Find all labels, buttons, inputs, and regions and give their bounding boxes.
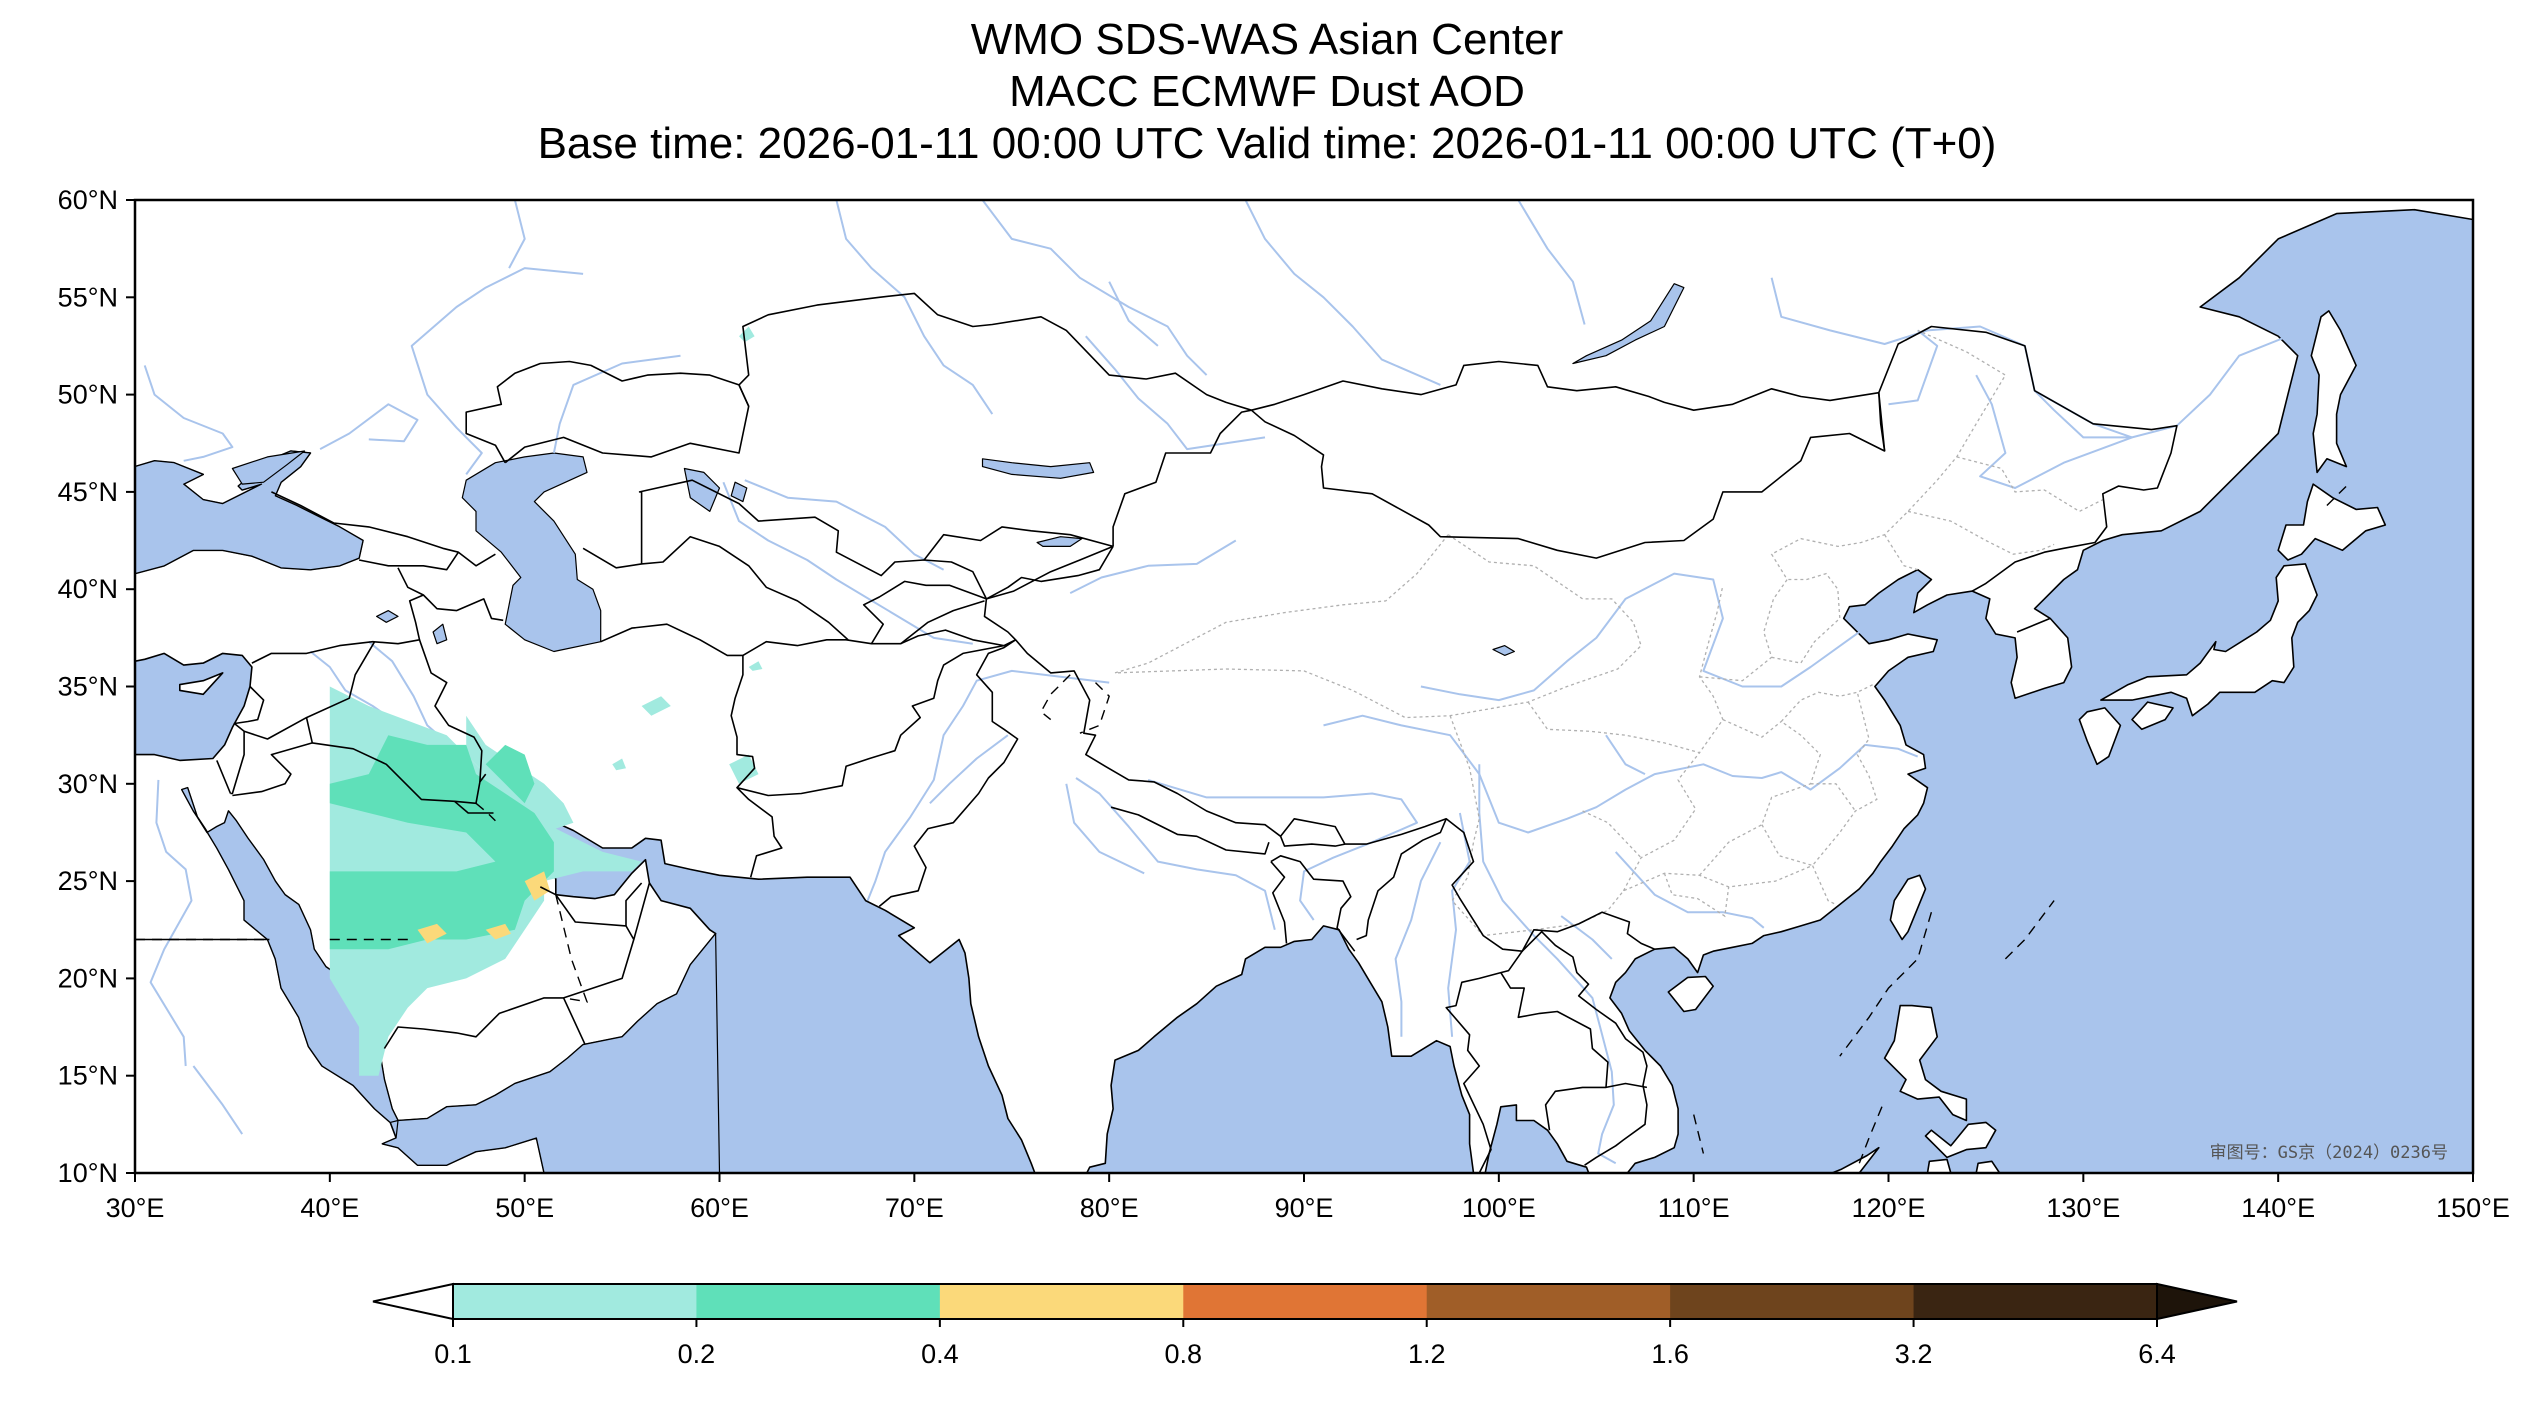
figure-title: WMO SDS-WAS Asian Center MACC ECMWF Dust…: [0, 14, 2534, 170]
lon-tick-label: 130°E: [2046, 1193, 2120, 1223]
lat-tick-label: 20°N: [58, 963, 118, 993]
title-line-1: WMO SDS-WAS Asian Center: [970, 15, 1564, 64]
lon-tick-label: 60°E: [690, 1193, 749, 1223]
dust-region-0.4-0.8: [417, 923, 447, 944]
river-layer: [143, 200, 2289, 1165]
lat-tick-label: 15°N: [58, 1061, 118, 1091]
colorbar-segment: [1183, 1284, 1428, 1319]
lon-tick-label: 100°E: [1462, 1193, 1536, 1223]
lon-tick-label: 80°E: [1080, 1193, 1139, 1223]
dust-aod-layer: [329, 326, 763, 1076]
lat-tick-label: 60°N: [58, 185, 118, 215]
lon-tick-label: 150°E: [2436, 1193, 2510, 1223]
dust-region-0.4-0.8: [524, 871, 550, 901]
dust-region-0.2-0.4: [485, 744, 535, 804]
dust-region-0.4-0.8: [485, 923, 511, 940]
lon-tick-label: 40°E: [300, 1193, 359, 1223]
colorbar-segment: [696, 1284, 941, 1319]
dust-region-0.1-0.2: [739, 326, 755, 343]
map-approval-stamp: 审图号：GS京（2024）0236号: [2210, 1143, 2448, 1163]
title-line-2: MACC ECMWF Dust AOD: [1009, 67, 1525, 116]
colorbar-over-triangle: [2156, 1282, 2238, 1321]
colorbar-segment: [1913, 1284, 2158, 1319]
colorbar-tick-label: 0.4: [921, 1339, 959, 1369]
lat-tick-label: 45°N: [58, 477, 118, 507]
colorbar-tick-label: 6.4: [2138, 1339, 2176, 1369]
longitude-axis: 30°E 40°E 50°E 60°E 70°E 80°E 90°E 100°E 110°E 12…: [106, 1173, 2510, 1223]
lon-tick-label: 90°E: [1275, 1193, 1334, 1223]
lat-tick-label: 40°N: [58, 574, 118, 604]
dust-region-0.1-0.2: [641, 696, 671, 716]
colorbar-segment: [1426, 1284, 1671, 1319]
dust-region-0.1-0.2: [612, 758, 626, 771]
colorbar-segment: [1670, 1284, 1915, 1319]
dust-region-0.2-0.4: [329, 735, 554, 950]
lat-tick-label: 10°N: [58, 1158, 118, 1188]
lon-tick-label: 140°E: [2241, 1193, 2315, 1223]
colorbar-tick-label: 1.2: [1408, 1339, 1446, 1369]
lat-tick-label: 35°N: [58, 672, 118, 702]
province-borders: [1114, 329, 2104, 937]
lon-tick-label: 30°E: [106, 1193, 165, 1223]
dust-region-0.1-0.2: [729, 754, 759, 784]
latitude-axis: 60°N 55°N 50°N 45°N 40°N 35°N 30°N 25°N 20°N 15°N…: [58, 185, 135, 1188]
lat-tick-label: 25°N: [58, 866, 118, 896]
dust-region-0.1-0.2: [748, 661, 763, 671]
colorbar-tick-label: 3.2: [1895, 1339, 1933, 1369]
lake-layer: [135, 283, 1685, 1173]
lon-tick-label: 50°E: [495, 1193, 554, 1223]
colorbar-segment: [939, 1284, 1184, 1319]
lat-tick-label: 30°N: [58, 769, 118, 799]
lon-tick-label: 120°E: [1852, 1193, 1926, 1223]
colorbar-tick-label: 1.6: [1651, 1339, 1689, 1369]
country-borders: [135, 292, 2347, 1173]
colorbar-tick-label: 0.2: [678, 1339, 716, 1369]
colorbar-under-triangle: [372, 1282, 454, 1321]
colorbar-tick-label: 0.1: [434, 1339, 472, 1369]
lon-tick-label: 70°E: [885, 1193, 944, 1223]
colorbar-tick-label: 0.8: [1165, 1339, 1203, 1369]
colorbar: 0.1 0.2 0.4 0.8 1.2 1.6 3.2 6.4: [372, 1282, 2238, 1369]
title-line-3: Base time: 2026-01-11 00:00 UTC Valid ti…: [537, 119, 1997, 168]
lat-tick-label: 50°N: [58, 380, 118, 410]
lat-tick-label: 55°N: [58, 282, 118, 312]
colorbar-segment: [453, 1284, 697, 1319]
lon-tick-label: 110°E: [1658, 1193, 1730, 1223]
